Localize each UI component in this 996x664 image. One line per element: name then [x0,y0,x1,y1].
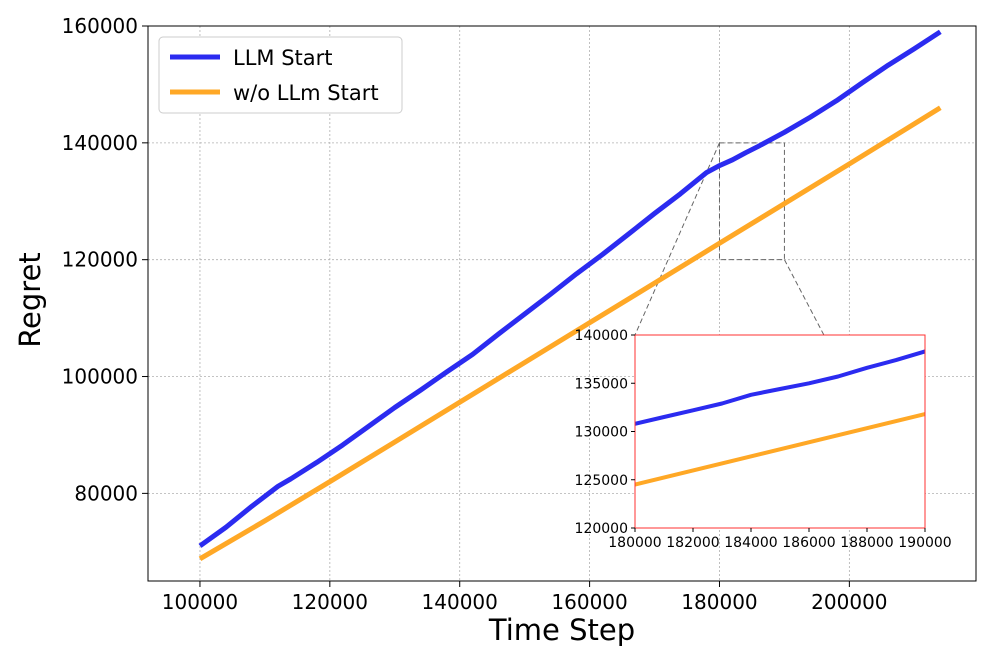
x-tick-label: 200000 [811,590,887,614]
inset-x-tick-label: 180000 [608,535,661,551]
y-tick-label: 100000 [62,365,138,389]
y-tick-label: 80000 [74,481,138,505]
inset-chart: 180000 182000 184000 186000 188000 190000 1200… [575,328,952,551]
inset-y-tick-label: 140000 [575,328,628,344]
inset-series [634,349,926,487]
x-tick-label: 180000 [681,590,757,614]
inset-x-tick-label: 188000 [840,535,893,551]
inset-y-tick-label: 130000 [575,425,628,441]
legend-label-wo-llm-start: w/o LLm Start [233,81,379,105]
inset-x-tick-label: 182000 [666,535,719,551]
x-tick-label: 160000 [551,590,627,614]
main-plot-frame [147,25,977,582]
legend-label-llm-start: LLM Start [233,46,333,70]
x-axis-label: Time Step [488,613,635,647]
legend: LLM Start w/o LLm Start [158,36,403,114]
y-tick-label: 140000 [62,131,138,155]
x-tick-label: 140000 [422,590,498,614]
y-tick-label: 120000 [62,248,138,272]
main-series [198,29,942,561]
x-tick-label: 120000 [292,590,368,614]
inset-y-tick-label: 125000 [575,473,628,489]
inset-series-line-wo-llm-start [634,412,926,487]
inset-y-tick-label: 120000 [575,521,628,537]
inset-series-line-llm-start [634,349,926,426]
inset-x-tick-label: 186000 [782,535,835,551]
y-axis-label: Regret [13,252,47,348]
inset-ticks: 180000 182000 184000 186000 188000 190000 1200… [575,328,952,551]
inset-x-tick-label: 184000 [724,535,777,551]
inset-y-tick-label: 135000 [575,376,628,392]
x-tick-label: 100000 [162,590,238,614]
y-tick-label: 160000 [62,14,138,38]
inset-x-tick-label: 190000 [898,535,951,551]
series-line-wo-llm-start [198,105,942,561]
series-line-llm-start [198,29,942,548]
main-ticks: 100000 120000 140000 160000 180000 200000 8000… [62,14,888,614]
